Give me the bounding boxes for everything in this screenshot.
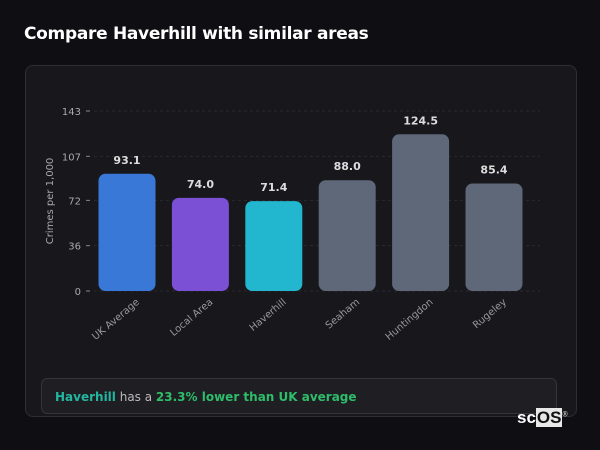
x-tick-label: UK Average xyxy=(90,297,142,343)
bar-local-area xyxy=(171,197,229,291)
bar-uk-average xyxy=(98,173,156,291)
y-tick-label: 0 xyxy=(75,287,81,298)
data-label: 93.1 xyxy=(113,154,140,167)
y-axis-label: Crimes per 1,000 xyxy=(45,158,56,245)
x-tick-label: Local Area xyxy=(168,297,215,339)
x-tick-label: Huntingdon xyxy=(384,297,436,343)
bar-haverhill xyxy=(245,201,303,291)
y-tick-label: 143 xyxy=(62,107,81,118)
bar-seaham xyxy=(318,180,376,291)
x-tick-label: Haverhill xyxy=(248,297,289,334)
scos-logo: scOS® xyxy=(517,408,568,427)
data-label: 71.4 xyxy=(260,181,287,194)
data-label: 124.5 xyxy=(403,114,438,127)
y-tick-label: 107 xyxy=(62,152,81,163)
bar-huntingdon xyxy=(392,134,450,291)
data-label: 85.4 xyxy=(480,164,507,177)
bar-rugeley xyxy=(465,183,523,291)
x-tick-label: Rugeley xyxy=(471,297,509,331)
page-title: Compare Haverhill with similar areas xyxy=(24,24,369,44)
y-tick-label: 72 xyxy=(68,196,81,207)
data-label: 74.0 xyxy=(187,178,214,191)
summary-text: has a xyxy=(115,390,156,404)
summary-area: Haverhill xyxy=(55,390,116,404)
summary-box: Haverhill has a 23.3% lower than UK aver… xyxy=(41,378,557,414)
y-tick-label: 36 xyxy=(68,242,81,253)
data-label: 88.0 xyxy=(334,160,361,173)
x-tick-label: Seaham xyxy=(324,297,362,332)
summary-highlight: 23.3% lower than UK average xyxy=(155,390,357,404)
